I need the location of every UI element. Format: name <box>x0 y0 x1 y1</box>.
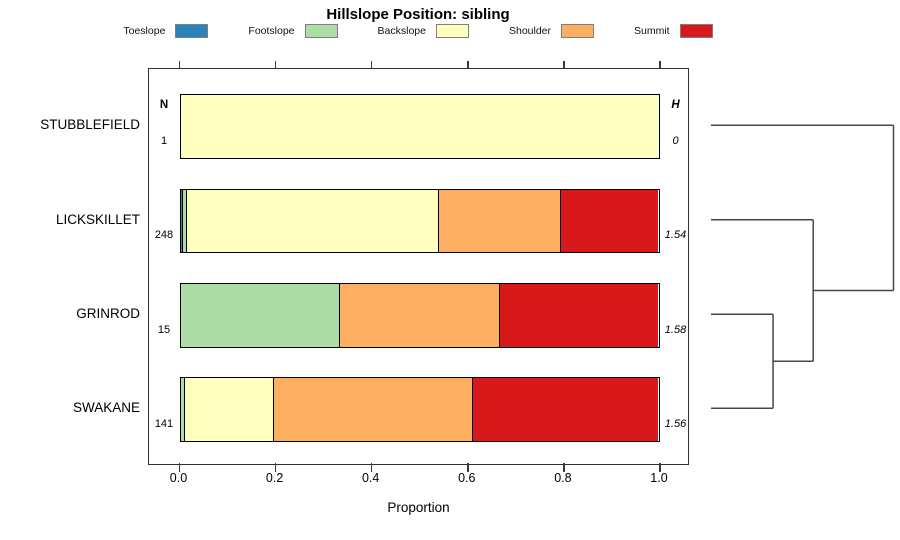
legend-label: Summit <box>634 25 670 37</box>
site-label-stubblefield: STUBBLEFIELD <box>40 117 140 133</box>
x-axis-title: Proportion <box>387 500 450 515</box>
n-value: 141 <box>154 417 174 430</box>
bar-segment-shoulder <box>273 378 473 441</box>
legend-item-backslope: Backslope <box>378 24 469 38</box>
site-label-lickskillet: LICKSKILLET <box>55 211 140 227</box>
site-label-grinrod: GRINROD <box>76 306 140 322</box>
bar-segment-shoulder <box>339 284 499 347</box>
chart-title: Hillslope Position: sibling <box>326 6 510 23</box>
bar-swakane <box>179 377 660 442</box>
legend-item-shoulder: Shoulder <box>508 24 595 38</box>
x-axis-tick-top <box>274 60 277 68</box>
bar-segment-footslope <box>180 284 340 347</box>
x-axis-tick <box>370 463 373 472</box>
legend-item-footslope: Footslope <box>248 24 338 38</box>
legend-swatch-backslope <box>435 24 469 38</box>
legend-swatch-summit <box>679 24 713 38</box>
bar-segment-backslope <box>180 95 658 158</box>
x-axis-tick-label: 1.0 <box>650 471 668 485</box>
x-axis-tick-label: 0.0 <box>169 471 188 485</box>
n-value: 248 <box>154 229 174 241</box>
x-axis-tick-top <box>659 60 661 68</box>
n-value: 15 <box>157 323 171 336</box>
x-axis-tick <box>563 463 565 472</box>
bar-segment-footslope <box>180 378 184 441</box>
x-axis-tick <box>274 463 277 472</box>
bar-segment-footslope <box>182 189 187 252</box>
x-axis-tick-top <box>563 60 565 68</box>
x-axis-tick-top <box>467 60 469 68</box>
bar-segment-summit <box>498 284 658 347</box>
n-column-header: N <box>159 99 169 111</box>
h-value: 1.58 <box>664 323 687 336</box>
legend-swatch-shoulder <box>561 24 595 38</box>
x-axis-tick-top <box>370 60 373 68</box>
legend-swatch-footslope <box>304 24 338 38</box>
x-axis-tick <box>659 463 661 472</box>
legend-label: Backslope <box>377 25 426 37</box>
h-value: 1.56 <box>664 417 687 430</box>
x-axis-tick <box>178 463 181 472</box>
x-axis-tick-label: 0.8 <box>554 471 572 485</box>
legend-label: Toeslope <box>123 25 166 37</box>
bar-grinrod <box>179 283 660 348</box>
legend-item-summit: Summit <box>634 24 713 38</box>
x-axis-tick-label: 0.4 <box>361 471 380 485</box>
bar-segment-summit <box>559 189 658 252</box>
legend-label: Footslope <box>248 25 295 37</box>
x-axis-tick-label: 0.6 <box>458 471 476 485</box>
bar-segment-backslope <box>183 378 274 441</box>
legend: Toeslope Footslope Backslope Shoulder Summit <box>0 24 836 38</box>
bar-lickskillet <box>179 188 660 253</box>
h-value: 1.54 <box>664 229 687 241</box>
plot-area: N H 1 0 248 1.54 15 1.58 141 1.56 <box>148 60 689 472</box>
legend-swatch-toeslope <box>175 24 209 38</box>
n-value: 1 <box>160 134 168 147</box>
site-label-swakane: SWAKANE <box>72 400 140 416</box>
x-axis-tick-label: 0.2 <box>265 471 284 485</box>
h-column-header: H <box>671 99 680 111</box>
bar-segment-backslope <box>186 189 438 252</box>
legend-item-toeslope: Toeslope <box>123 24 209 38</box>
bar-stubblefield <box>179 94 660 159</box>
bar-segment-summit <box>472 378 658 441</box>
bar-segment-shoulder <box>437 189 560 252</box>
x-axis-tick <box>467 463 469 472</box>
bar-segment-toeslope <box>180 189 183 252</box>
h-value: 0 <box>672 134 679 147</box>
legend-label: Shoulder <box>508 25 552 37</box>
x-axis-tick-top <box>178 60 181 68</box>
